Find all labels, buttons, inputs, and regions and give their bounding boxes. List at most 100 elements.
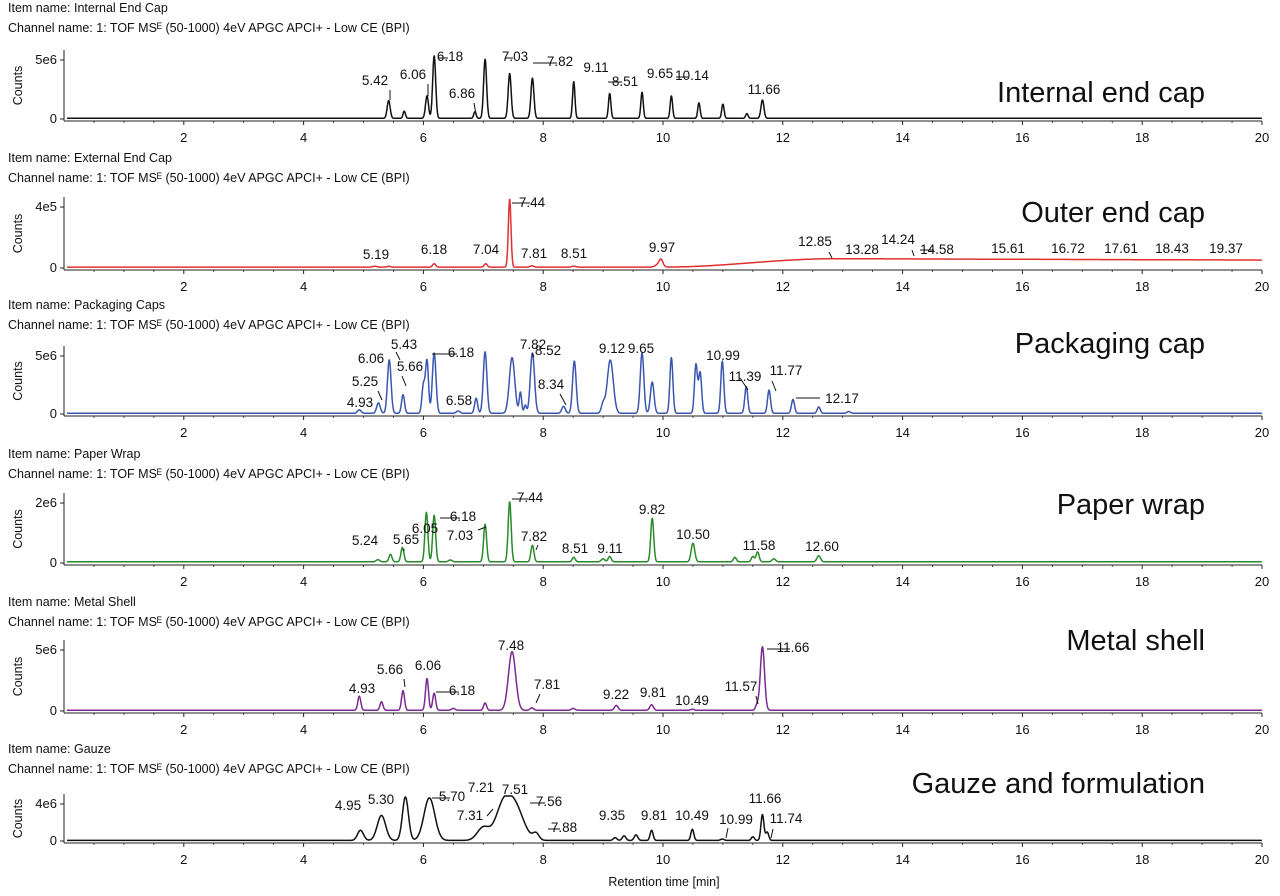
chromatogram-trace xyxy=(66,795,1263,842)
peak-label: 6.05 xyxy=(412,521,438,536)
panel-6: Item name: Gauze Channel name: 1: TOF MSᴱ… xyxy=(8,742,1269,867)
peak-label: 5.19 xyxy=(363,247,389,262)
item-name: Item name: Gauze xyxy=(8,742,111,756)
peak-label: 14.58 xyxy=(920,242,954,257)
peak-label: 5.24 xyxy=(352,533,379,548)
peak-leader-line xyxy=(477,526,487,531)
peak-label: 6.06 xyxy=(400,67,426,82)
peak-label: 9.65 xyxy=(628,341,654,356)
x-tick-label: 20 xyxy=(1255,130,1269,145)
y-tick-label: 0 xyxy=(50,406,57,421)
peak-leader-line xyxy=(755,695,759,705)
peak-leader-line xyxy=(531,352,535,358)
peak-label: 8.51 xyxy=(561,246,587,261)
peak-label: 5.65 xyxy=(393,532,419,547)
y-axis-title: Counts xyxy=(11,799,25,839)
x-tick-label: 20 xyxy=(1255,852,1269,867)
peak-label: 5.25 xyxy=(352,374,378,389)
x-tick-label: 14 xyxy=(895,574,909,589)
peak-leader-line xyxy=(486,808,494,817)
x-tick-label: 2 xyxy=(180,130,187,145)
peak-label: 7.81 xyxy=(534,677,560,692)
x-tick-label: 6 xyxy=(420,279,427,294)
peak-label: 12.60 xyxy=(805,539,839,554)
x-tick-label: 6 xyxy=(420,852,427,867)
x-tick-label: 14 xyxy=(895,425,909,440)
peak-label: 8.34 xyxy=(538,377,565,392)
y-axis-title: Counts xyxy=(11,509,25,549)
peak-label: 11.66 xyxy=(749,791,782,806)
item-name: Item name: Metal Shell xyxy=(8,595,136,609)
y-tick-label: 0 xyxy=(50,703,57,718)
x-tick-label: 8 xyxy=(540,852,547,867)
item-name: Item name: External End Cap xyxy=(8,151,172,165)
chromatogram-trace xyxy=(66,501,1263,563)
y-axis-title: Counts xyxy=(11,361,25,401)
x-tick-label: 10 xyxy=(656,852,670,867)
peak-label: 7.81 xyxy=(521,246,547,261)
peak-label: 5.70 xyxy=(439,789,465,804)
channel-name: Channel name: 1: TOF MSᴱ (50-1000) 4eV A… xyxy=(8,171,410,185)
peak-label: 9.97 xyxy=(649,240,675,255)
peak-label: 11.74 xyxy=(770,811,803,826)
peak-label: 12.85 xyxy=(798,234,832,249)
peak-label: 9.12 xyxy=(599,341,625,356)
peak-label: 11.39 xyxy=(729,369,762,384)
peak-label: 11.66 xyxy=(748,82,781,97)
x-tick-label: 18 xyxy=(1135,852,1149,867)
peak-label: 7.44 xyxy=(517,490,544,505)
chromatogram-trace xyxy=(66,55,1263,120)
x-tick-label: 16 xyxy=(1015,574,1029,589)
x-tick-label: 8 xyxy=(540,425,547,440)
channel-name: Channel name: 1: TOF MSᴱ (50-1000) 4eV A… xyxy=(8,762,410,776)
peak-label: 6.86 xyxy=(449,86,475,101)
x-tick-label: 10 xyxy=(656,574,670,589)
chromatogram-trace xyxy=(66,646,1263,712)
peak-label: 15.61 xyxy=(991,241,1025,256)
channel-name: Channel name: 1: TOF MSᴱ (50-1000) 4eV A… xyxy=(8,615,410,629)
channel-name: Channel name: 1: TOF MSᴱ (50-1000) 4eV A… xyxy=(8,21,410,35)
peak-label: 19.37 xyxy=(1209,241,1243,256)
peak-label: 10.49 xyxy=(675,693,709,708)
peak-leader-line xyxy=(395,351,401,361)
panel-5: Item name: Metal Shell Channel name: 1: T… xyxy=(8,595,1269,737)
peak-leader-line xyxy=(401,375,407,387)
peak-leader-line xyxy=(377,390,383,401)
peak-label: 9.65 xyxy=(647,66,673,81)
x-tick-label: 6 xyxy=(420,574,427,589)
peak-label: 10.49 xyxy=(675,808,709,823)
peak-label: 7.04 xyxy=(473,242,500,257)
peak-label: 7.56 xyxy=(536,794,562,809)
peak-label: 5.66 xyxy=(397,359,423,374)
x-tick-label: 12 xyxy=(776,574,790,589)
peak-label: 16.72 xyxy=(1051,241,1085,256)
x-tick-label: 16 xyxy=(1015,130,1029,145)
panel-1: Item name: Internal End Cap Channel name:… xyxy=(8,1,1269,145)
x-tick-label: 14 xyxy=(895,279,909,294)
x-tick-label: 10 xyxy=(656,130,670,145)
sample-label: Gauze and formulation xyxy=(912,768,1205,800)
x-tick-label: 6 xyxy=(420,425,427,440)
panel-2: Item name: External End Cap Channel name:… xyxy=(8,151,1269,294)
peak-leader-line xyxy=(403,678,406,688)
peak-label: 5.66 xyxy=(377,662,403,677)
x-axis-title: Retention time [min] xyxy=(608,875,719,889)
peak-label: 11.66 xyxy=(777,640,810,655)
y-tick-label: 5e6 xyxy=(35,52,57,67)
x-tick-label: 20 xyxy=(1255,425,1269,440)
x-tick-label: 14 xyxy=(895,130,909,145)
item-name: Item name: Paper Wrap xyxy=(8,447,141,461)
peak-label: 14.24 xyxy=(881,232,915,247)
sample-label: Internal end cap xyxy=(997,77,1205,109)
y-tick-label: 4e6 xyxy=(35,796,57,811)
x-tick-label: 2 xyxy=(180,852,187,867)
channel-name: Channel name: 1: TOF MSᴱ (50-1000) 4eV A… xyxy=(8,318,410,332)
peak-label: 9.22 xyxy=(603,687,629,702)
panel-3: Item name: Packaging Caps Channel name: 1… xyxy=(8,298,1269,440)
x-tick-label: 16 xyxy=(1015,279,1029,294)
peak-label: 13.28 xyxy=(845,242,879,257)
peak-label: 5.43 xyxy=(391,337,417,352)
peak-leader-line xyxy=(911,249,915,257)
peak-label: 6.06 xyxy=(415,658,441,673)
